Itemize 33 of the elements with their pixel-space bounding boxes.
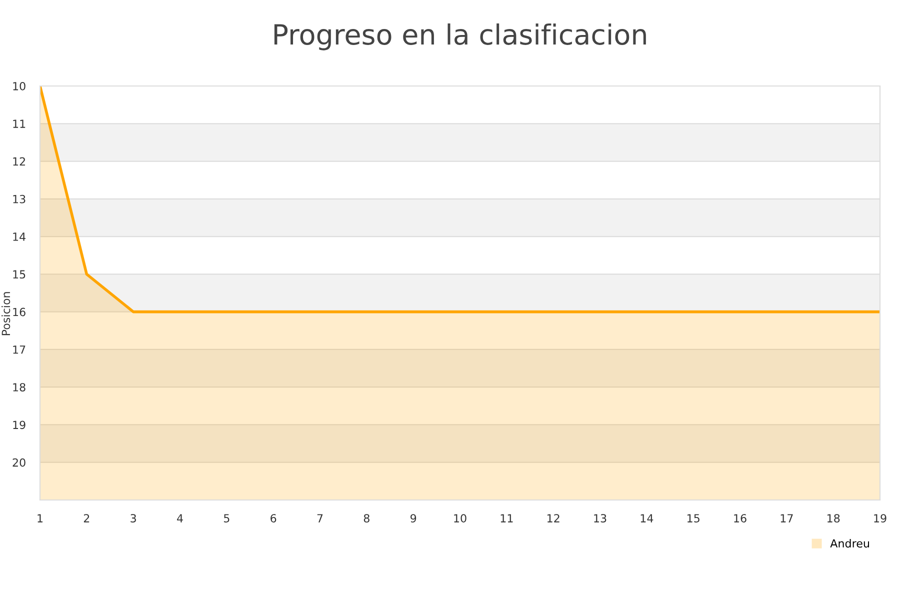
x-tick-label: 13 bbox=[594, 514, 606, 522]
y-tick-label: 18 bbox=[13, 383, 26, 392]
y-tick-label: 12 bbox=[13, 157, 25, 166]
x-tick-label: 2 bbox=[84, 514, 90, 522]
y-tick-label: 20 bbox=[12, 458, 26, 467]
y-tick-label: 15 bbox=[13, 270, 26, 279]
y-tick-label: 13 bbox=[13, 194, 26, 204]
y-tick-label: 14 bbox=[13, 232, 26, 241]
x-tick-label: 18 bbox=[827, 514, 840, 522]
x-tick-label: 1 bbox=[38, 514, 43, 522]
x-tick-label: 9 bbox=[410, 514, 416, 522]
x-tick-label: 10 bbox=[454, 514, 466, 522]
x-tick-label: 11 bbox=[500, 514, 513, 522]
x-tick-label: 19 bbox=[874, 514, 886, 522]
y-tick-label: 17 bbox=[13, 346, 26, 354]
x-tick-label: 6 bbox=[270, 514, 276, 522]
y-tick-label: 10 bbox=[13, 82, 26, 90]
legend-label: Andreu bbox=[830, 538, 869, 548]
x-tick-label: 5 bbox=[224, 514, 230, 522]
y-tick-label: 16 bbox=[13, 308, 26, 316]
x-tick-label: 17 bbox=[780, 514, 793, 522]
x-tick-label: 16 bbox=[734, 514, 746, 522]
x-tick-label: 12 bbox=[547, 514, 560, 522]
chart-title: Progreso en la clasificacion bbox=[274, 23, 646, 50]
x-tick-label: 8 bbox=[364, 514, 370, 522]
x-tick-label: 15 bbox=[687, 514, 700, 522]
y-tick-label: 11 bbox=[13, 120, 26, 128]
x-tick-label: 14 bbox=[640, 514, 654, 522]
y-tick-label: 19 bbox=[13, 420, 26, 430]
y-axis-title: Posicion bbox=[2, 292, 10, 336]
x-tick-label: 4 bbox=[177, 514, 183, 522]
x-tick-label: 3 bbox=[130, 514, 136, 522]
x-tick-label: 7 bbox=[317, 514, 323, 522]
